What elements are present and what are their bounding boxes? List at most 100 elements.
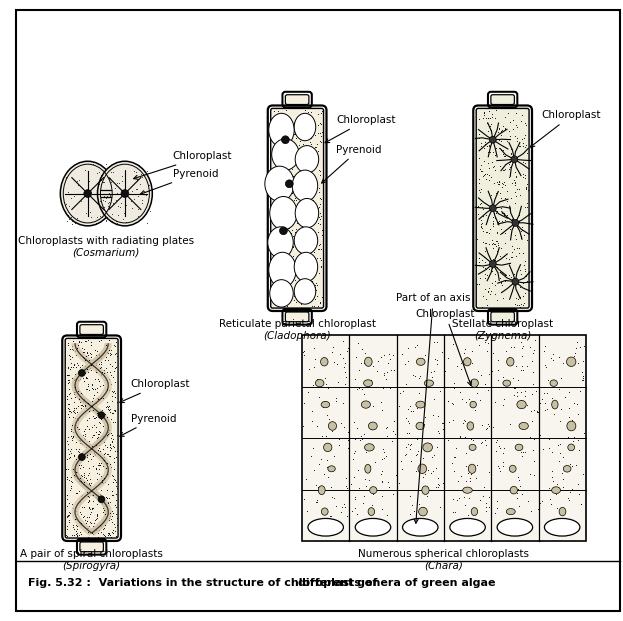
Point	[565, 459, 575, 469]
Circle shape	[285, 180, 293, 188]
Point	[62, 521, 72, 531]
Point	[97, 412, 107, 422]
Point	[420, 469, 430, 479]
Point	[488, 238, 498, 248]
Point	[536, 497, 546, 507]
Point	[296, 145, 306, 155]
Point	[307, 416, 317, 426]
Point	[97, 409, 107, 419]
Point	[64, 201, 74, 211]
Point	[96, 335, 106, 345]
Text: Pyrenoid: Pyrenoid	[140, 169, 218, 194]
Point	[100, 520, 110, 530]
Point	[100, 375, 110, 385]
Point	[510, 180, 520, 190]
Point	[572, 337, 582, 347]
Point	[468, 464, 478, 474]
Circle shape	[490, 205, 497, 212]
Point	[516, 365, 526, 375]
Point	[502, 211, 512, 220]
Point	[278, 265, 288, 274]
Point	[474, 153, 484, 163]
Point	[72, 343, 82, 353]
Point	[70, 471, 80, 481]
Point	[85, 495, 95, 505]
Point	[104, 515, 114, 525]
Point	[107, 527, 117, 537]
Point	[98, 443, 108, 453]
Point	[103, 429, 113, 439]
Point	[477, 166, 487, 176]
Point	[87, 504, 97, 514]
Point	[81, 373, 91, 383]
Point	[480, 218, 490, 228]
Ellipse shape	[361, 401, 371, 408]
Circle shape	[78, 369, 85, 376]
FancyBboxPatch shape	[270, 107, 325, 309]
Point	[81, 517, 91, 527]
Point	[70, 392, 80, 402]
Point	[500, 215, 510, 225]
Point	[544, 483, 554, 493]
Point	[105, 350, 115, 360]
Point	[111, 451, 121, 461]
Point	[82, 473, 92, 483]
Point	[495, 216, 505, 226]
Point	[477, 302, 487, 312]
Point	[429, 394, 439, 404]
Point	[302, 123, 312, 133]
Point	[87, 432, 97, 442]
Point	[497, 227, 507, 237]
Point	[520, 386, 530, 396]
Point	[433, 473, 443, 483]
Point	[103, 198, 113, 208]
Point	[296, 129, 306, 139]
Point	[313, 120, 323, 130]
Point	[354, 483, 364, 493]
Point	[311, 480, 321, 490]
Point	[483, 384, 493, 394]
Point	[76, 196, 86, 206]
Point	[308, 126, 318, 136]
Point	[422, 465, 432, 475]
Point	[107, 491, 117, 501]
Point	[290, 270, 300, 280]
Point	[269, 125, 278, 135]
Point	[493, 376, 503, 386]
Point	[135, 160, 145, 170]
Point	[93, 359, 103, 369]
Point	[105, 191, 115, 201]
Point	[93, 532, 103, 542]
Point	[286, 228, 296, 238]
Point	[480, 238, 490, 248]
Point	[316, 119, 326, 129]
Point	[93, 167, 103, 177]
Ellipse shape	[270, 196, 297, 230]
Point	[515, 481, 525, 491]
Ellipse shape	[470, 379, 478, 388]
Ellipse shape	[568, 444, 574, 451]
Point	[107, 433, 117, 443]
Point	[88, 399, 98, 409]
Point	[267, 291, 277, 301]
Point	[67, 427, 77, 437]
Point	[492, 241, 502, 251]
Point	[308, 443, 318, 453]
Point	[512, 137, 522, 147]
Point	[350, 494, 359, 504]
Point	[83, 404, 93, 414]
Point	[84, 355, 94, 365]
Point	[302, 127, 312, 137]
Point	[97, 353, 107, 363]
Point	[88, 390, 98, 400]
Point	[412, 445, 422, 455]
Point	[274, 266, 284, 276]
Point	[478, 171, 488, 181]
Point	[498, 293, 508, 303]
Point	[90, 515, 100, 525]
Point	[63, 402, 73, 412]
Ellipse shape	[308, 519, 343, 536]
Point	[315, 118, 325, 128]
Point	[285, 173, 295, 183]
Point	[303, 276, 313, 286]
